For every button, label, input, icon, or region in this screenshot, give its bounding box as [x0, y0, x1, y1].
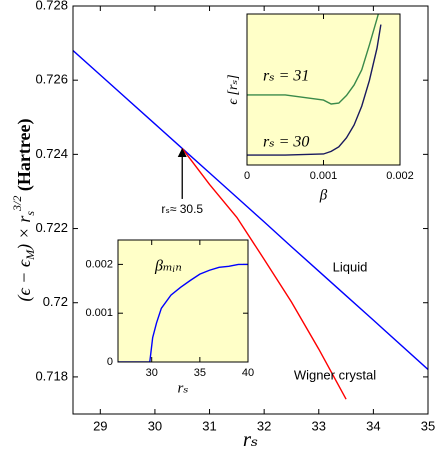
x-axis-label: rₛ: [178, 380, 189, 396]
y-tick-label: 0.726: [35, 72, 68, 87]
y-axis-label-part: (ϵ − ϵ: [14, 259, 35, 301]
x-tick-label: 35: [421, 418, 435, 433]
y-axis-label-part: s: [23, 211, 37, 216]
x-tick-label: 34: [366, 418, 380, 433]
series-label: Liquid: [333, 259, 368, 274]
y-axis-label-part: 3/2: [10, 196, 24, 212]
x-tick-label: 32: [257, 418, 271, 433]
y-tick-label: 0.001: [85, 307, 113, 319]
x-tick-label: 35: [194, 367, 206, 379]
plot-frame: [72, 5, 429, 415]
series-line: [181, 148, 347, 400]
y-tick-label: 0.728: [35, 0, 68, 12]
plot-area: [118, 240, 248, 362]
x-tick-label: 0.002: [386, 170, 414, 182]
x-tick-label: 29: [93, 418, 107, 433]
plot: 30 35 40 0 0.001 0.002 rₛ βₘᵢₙ: [85, 239, 254, 396]
series-label: Wigner crystal: [294, 367, 376, 382]
plot-frame: [246, 13, 401, 166]
y-axis-label-part: (Hartree): [14, 119, 35, 196]
y-axis-label-part: ) × r: [14, 215, 35, 251]
plot: 0 0.001 0.002 β ϵ [rₛ] rₛ = 31 rₛ = 30: [226, 13, 414, 203]
series-line: [247, 24, 382, 156]
y-tick-label: 0.72: [43, 294, 68, 309]
x-tick-label: 30: [146, 367, 158, 379]
x-axis-label: β: [319, 187, 328, 203]
y-tick-label: 0.718: [35, 368, 68, 383]
y-tick-label: 0: [107, 356, 113, 368]
y-axis-label: ϵ [rₛ]: [226, 74, 241, 104]
series-line: [118, 263, 248, 362]
series-line: [73, 49, 428, 371]
annotation: rₛ≈ 30.5: [161, 202, 203, 216]
y-tick-label: 0.722: [35, 220, 68, 235]
plot-area: [247, 14, 400, 165]
y-tick-label: 0.724: [35, 146, 68, 161]
plot-frame: [117, 239, 249, 363]
x-tick-label: 31: [202, 418, 216, 433]
y-axis-label: (ϵ − ϵM) × rs3/2 (Hartree): [10, 119, 37, 302]
x-tick-label: 30: [148, 418, 162, 433]
y-axis-label-part: M: [23, 249, 37, 261]
x-tick-label: 0: [244, 170, 250, 182]
x-tick-label: 33: [312, 418, 326, 433]
series-label: rₛ = 31: [263, 68, 309, 85]
y-tick-label: 0.002: [85, 258, 113, 270]
x-tick-label: 40: [242, 367, 254, 379]
series-label: rₛ = 30: [263, 134, 309, 151]
x-tick-label: 0.001: [310, 170, 338, 182]
series-line: [247, 14, 380, 105]
x-axis-label: rₛ: [243, 427, 258, 451]
series-label: βₘᵢₙ: [154, 258, 182, 275]
